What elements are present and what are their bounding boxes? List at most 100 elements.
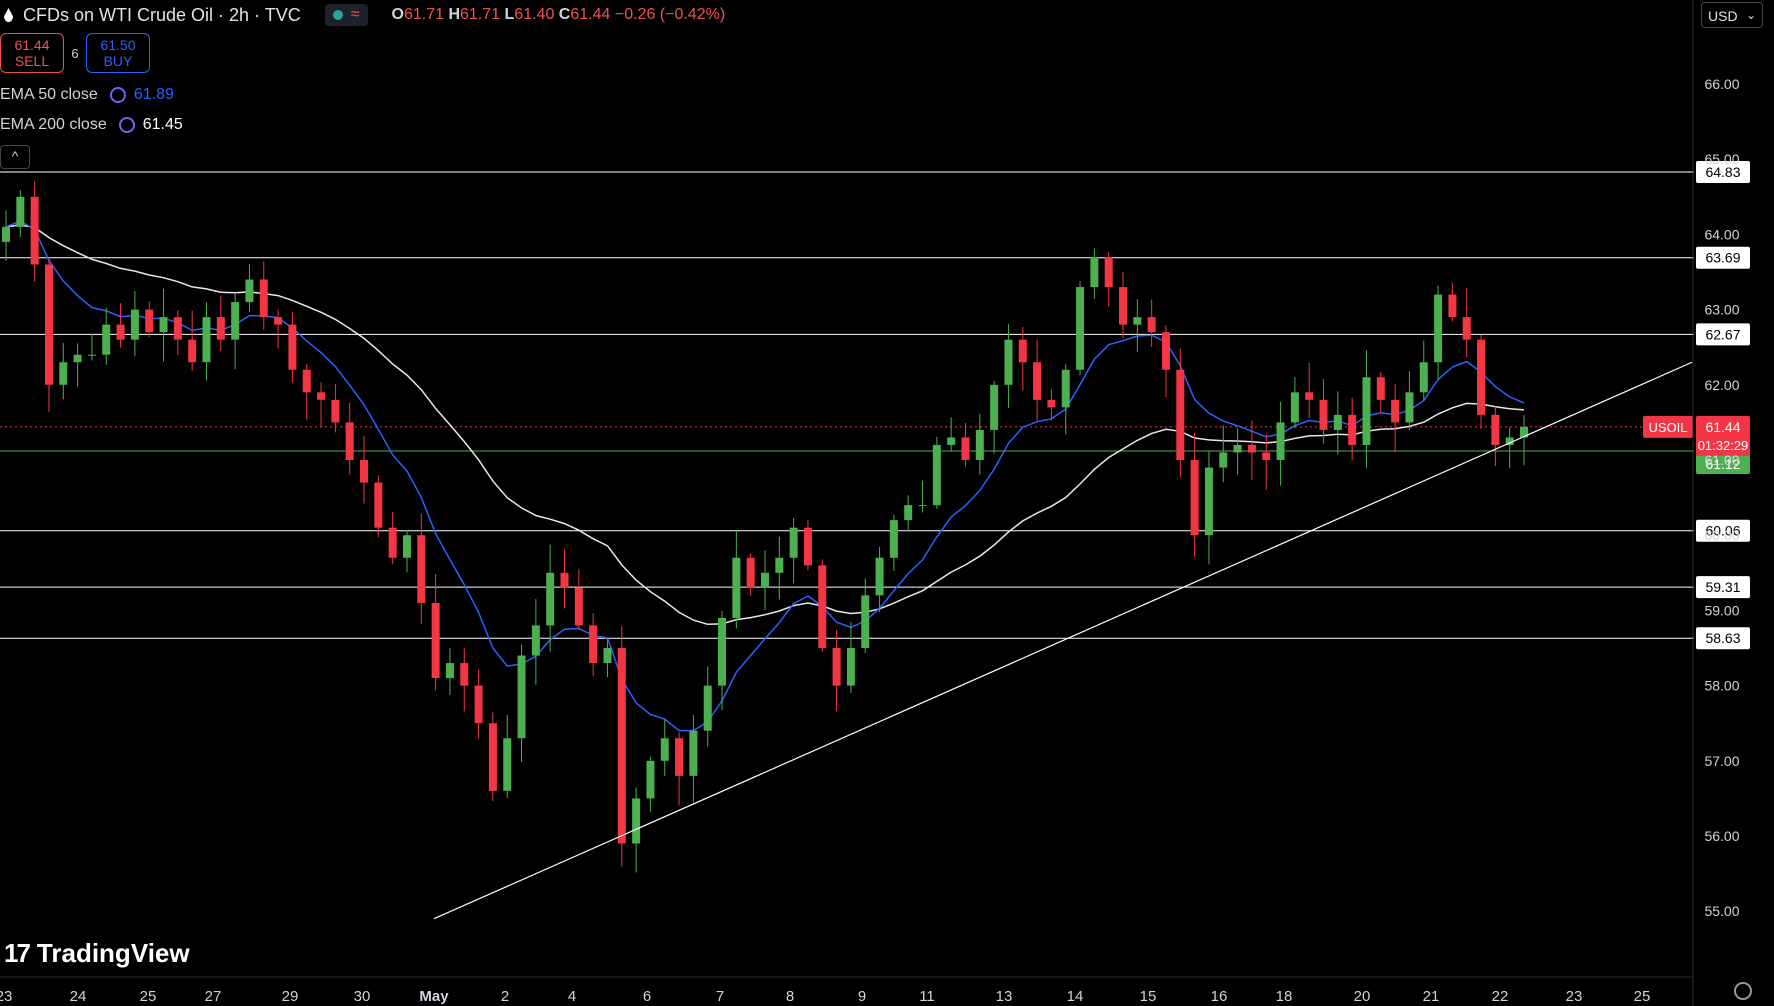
candle-body xyxy=(632,798,641,844)
gear-icon[interactable] xyxy=(1734,982,1752,1000)
candle-body xyxy=(59,362,68,385)
level-label-bg xyxy=(1696,627,1750,650)
tradingview-logo[interactable]: 17 TradingView xyxy=(4,938,190,969)
x-tick-label: 25 xyxy=(140,988,157,1005)
symbol-title[interactable]: CFDs on WTI Crude Oil · 2h · TVC xyxy=(23,4,301,25)
candle-body xyxy=(102,324,111,355)
candle-body xyxy=(1376,377,1385,400)
candle-body xyxy=(374,482,383,528)
level-label: 59.31 xyxy=(1705,579,1740,595)
candle-body xyxy=(30,196,39,265)
candle-body xyxy=(1290,392,1299,423)
candlestick-series xyxy=(2,181,1528,873)
wave-icon: ≈ xyxy=(350,6,360,23)
buy-price: 61.50 xyxy=(100,37,136,53)
candle-body xyxy=(1348,414,1357,445)
symbol-tag: USOIL xyxy=(1648,420,1687,435)
level-label-bg xyxy=(1696,576,1750,599)
candle-body xyxy=(1448,294,1457,318)
y-tick-label: 63.00 xyxy=(1704,302,1739,318)
level-label: 58.63 xyxy=(1705,630,1740,646)
horizontal-levels: 64.83 63.69 62.67 60.06 59.31 58.63 61.12 USOIL… xyxy=(0,160,1750,650)
candle-body xyxy=(431,602,440,679)
ema50-label: EMA 50 close xyxy=(0,86,98,103)
time-axis: 232425272930May2467891113141516182021222… xyxy=(0,988,1650,1005)
candle-body xyxy=(1090,256,1099,288)
refresh-icon[interactable] xyxy=(109,87,126,103)
candle-body xyxy=(1004,339,1013,385)
candle-body xyxy=(803,527,812,566)
level-label-bg xyxy=(1696,160,1750,183)
candle-body xyxy=(173,317,182,340)
x-tick-label: 25 xyxy=(1634,988,1651,1005)
buy-button[interactable]: 61.50 BUY xyxy=(86,33,150,73)
x-tick-label: 9 xyxy=(858,988,866,1005)
ema200-value: 61.45 xyxy=(142,116,183,133)
candle-body xyxy=(1033,362,1042,400)
x-tick-label: 16 xyxy=(1211,988,1228,1005)
candle-body xyxy=(231,302,240,340)
x-tick-label: 7 xyxy=(716,988,724,1005)
y-tick-label: 56.00 xyxy=(1704,828,1739,844)
x-tick-label: 30 xyxy=(354,988,371,1005)
candle-body xyxy=(1061,369,1070,408)
candle-body xyxy=(1462,317,1471,340)
trendline xyxy=(433,361,1693,920)
candle-body xyxy=(202,317,211,363)
spread-value: 6 xyxy=(71,45,79,61)
candle-body xyxy=(1505,437,1514,445)
candle-body xyxy=(159,317,168,333)
level-label-bg xyxy=(1696,519,1750,542)
y-tick-label: 65.00 xyxy=(1704,151,1739,167)
trendline-path xyxy=(433,361,1693,920)
candle-body xyxy=(145,309,154,333)
candle-body xyxy=(675,738,684,776)
candle-body xyxy=(1319,399,1328,430)
candle-body xyxy=(317,392,326,400)
ema200-legend[interactable]: EMA 200 close 61.45 xyxy=(0,116,183,134)
y-tick-label: 66.00 xyxy=(1704,76,1739,92)
candle-body xyxy=(546,572,555,626)
currency-selector[interactable]: USD ⌄ xyxy=(1701,2,1763,28)
candle-body xyxy=(1419,362,1428,393)
candle-body xyxy=(245,279,254,303)
candle-body xyxy=(789,527,798,558)
candle-body xyxy=(288,324,297,370)
x-tick-label: 21 xyxy=(1423,988,1440,1005)
x-tick-label: 4 xyxy=(568,988,576,1005)
candle-body xyxy=(818,565,827,648)
candle-body xyxy=(216,317,225,340)
x-tick-label: 27 xyxy=(205,988,222,1005)
candle-body xyxy=(130,309,139,340)
y-tick-label: 55.00 xyxy=(1704,903,1739,919)
ema50-legend[interactable]: EMA 50 close 61.89 xyxy=(0,86,174,104)
candle-body xyxy=(73,354,82,363)
market-status-icon xyxy=(332,10,343,20)
candle-body xyxy=(1520,426,1528,438)
candle-body xyxy=(1147,317,1156,333)
level-label: 60.06 xyxy=(1705,523,1740,539)
tv-mark: 17 xyxy=(4,938,31,968)
candle-body xyxy=(402,535,411,558)
high-value: 61.71 xyxy=(460,6,501,23)
candle-body xyxy=(761,572,769,588)
candle-body xyxy=(2,226,10,242)
candle-body xyxy=(302,369,311,393)
refresh-icon[interactable] xyxy=(118,117,135,133)
candle-body xyxy=(1491,414,1500,445)
candle-body xyxy=(1276,422,1285,460)
candle-body xyxy=(1477,339,1486,415)
level-label-bg xyxy=(1696,246,1750,269)
candle-body xyxy=(990,384,999,430)
low-value: 61.40 xyxy=(514,6,555,23)
candle-body xyxy=(388,527,397,558)
y-tick-label: 59.00 xyxy=(1704,602,1739,618)
candle-body xyxy=(718,617,727,686)
market-status[interactable]: ≈ xyxy=(324,4,368,26)
ema200-label: EMA 200 close xyxy=(0,116,107,133)
change-value: −0.26 (−0.42%) xyxy=(614,6,726,23)
chevron-up-icon[interactable]: ^ xyxy=(0,145,30,169)
candle-body xyxy=(918,505,927,507)
sell-button[interactable]: 61.44 SELL xyxy=(0,33,64,73)
